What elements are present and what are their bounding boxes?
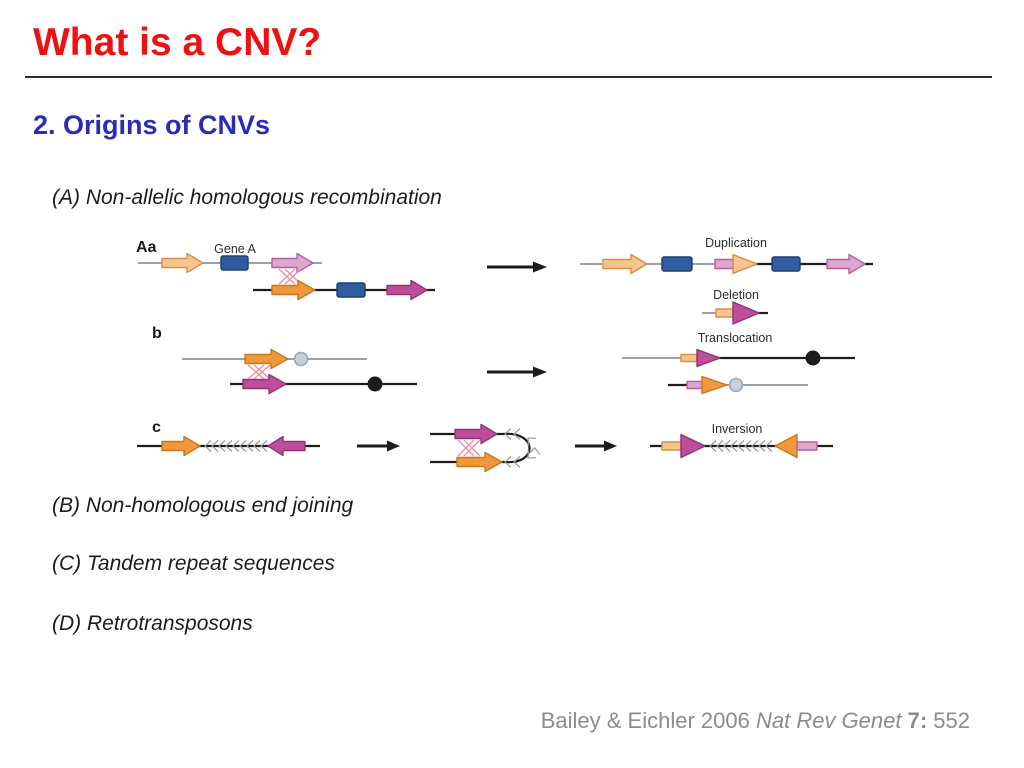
- repeat-arrow: [271, 279, 316, 301]
- hybrid-repeat-head: [680, 433, 706, 459]
- repeat-arrow: [826, 253, 866, 275]
- panel-b-label: b: [152, 325, 162, 342]
- hybrid-repeat-head: [701, 375, 728, 395]
- hairpin-loop: [430, 423, 541, 473]
- citation-page: 552: [927, 708, 970, 733]
- citation-authors-year: Bailey & Eichler 2006: [540, 708, 756, 733]
- bullet-d-retrotransposons: (D) Retrotransposons: [52, 612, 253, 635]
- bullet-c-tandem-repeats: (C) Tandem repeat sequences: [52, 552, 335, 575]
- panel-a-label: Aa: [136, 239, 157, 256]
- deletion-label: Deletion: [713, 288, 759, 302]
- centromere-black: [805, 350, 821, 366]
- gene-a-box: [220, 255, 249, 271]
- citation: Bailey & Eichler 2006 Nat Rev Genet 7: 5…: [541, 708, 970, 734]
- gene-a-box: [771, 256, 801, 272]
- result-arrow-icon: [575, 440, 617, 452]
- page-title: What is a CNV?: [33, 21, 322, 64]
- hatch-marks: [504, 428, 541, 468]
- bullet-a-nahr: (A) Non-allelic homologous recombination: [52, 186, 442, 209]
- repeat-arrow: [161, 435, 201, 457]
- panel-c-diagram: c: [137, 419, 617, 473]
- inversion-label: Inversion: [712, 422, 763, 436]
- hybrid-repeat-head: [774, 433, 798, 459]
- hybrid-repeat-head: [696, 348, 721, 368]
- hybrid-repeat-tail: [661, 441, 682, 451]
- panel-b-diagram: b: [152, 325, 547, 395]
- bullet-b-nhej: (B) Non-homologous end joining: [52, 494, 354, 517]
- gene-a-box: [336, 282, 366, 298]
- nahr-figure: Aa Gene A Duplication Deletion: [136, 236, 873, 473]
- duplication-label: Duplication: [705, 236, 767, 250]
- repeat-arrow: [454, 423, 498, 445]
- panel-a-outcomes: Duplication Deletion: [580, 236, 873, 325]
- hatch-marks: [204, 440, 268, 452]
- hybrid-repeat-tail: [680, 353, 698, 363]
- panel-c-outcome: Inversion: [650, 422, 833, 459]
- panel-a-diagram: Aa Gene A: [136, 239, 547, 301]
- repeat-arrow: [602, 253, 648, 275]
- hybrid-repeat-tail: [796, 441, 818, 451]
- title-divider: [25, 76, 992, 78]
- translocation-label: Translocation: [698, 331, 773, 345]
- repeat-arrow: [386, 279, 428, 301]
- result-arrow-icon: [487, 366, 547, 378]
- result-arrow-icon: [487, 261, 547, 273]
- section-heading: 2. Origins of CNVs: [33, 110, 271, 140]
- gene-a-label: Gene A: [214, 242, 256, 256]
- hybrid-repeat-tail: [686, 380, 703, 390]
- loop-curve: [502, 432, 531, 464]
- hatch-marks: [709, 440, 773, 452]
- centromere-gray: [293, 351, 309, 367]
- hybrid-repeat-tail: [714, 258, 734, 270]
- gene-a-box: [661, 256, 693, 272]
- panel-b-outcomes: Translocation: [622, 331, 855, 395]
- crossover-icon: [247, 364, 271, 380]
- centromere-black: [367, 376, 383, 392]
- panel-c-label: c: [152, 419, 161, 436]
- repeat-arrow: [267, 435, 306, 457]
- result-arrow-icon: [357, 440, 400, 452]
- repeat-arrow: [456, 451, 503, 473]
- hybrid-repeat-tail: [715, 308, 734, 318]
- hybrid-repeat-head: [732, 253, 758, 275]
- citation-volume: 7:: [907, 708, 928, 733]
- citation-journal: Nat Rev Genet: [755, 708, 908, 733]
- repeat-arrow: [242, 373, 287, 395]
- repeat-arrow: [244, 348, 289, 370]
- crossover-icon: [457, 439, 481, 457]
- repeat-arrow: [271, 252, 314, 274]
- repeat-arrow: [161, 252, 204, 274]
- centromere-gray: [728, 377, 744, 393]
- hybrid-repeat-head: [732, 301, 760, 325]
